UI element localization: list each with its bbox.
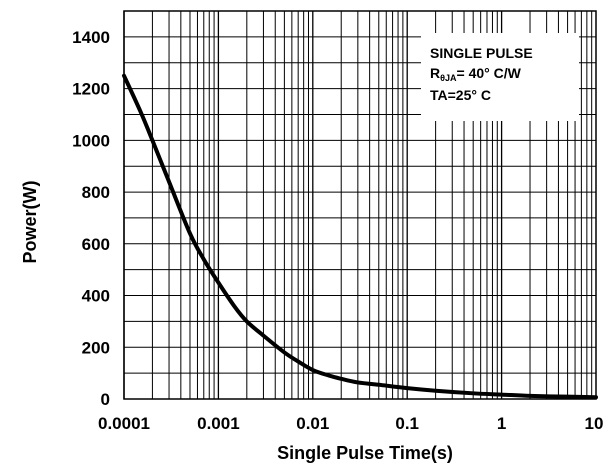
y-tick-label: 400 <box>82 287 110 306</box>
annotation-box-layer: SINGLE PULSE RθJA= 40° C/W TA=25° C <box>421 33 579 121</box>
y-tick-label: 0 <box>101 390 110 409</box>
plot-border <box>123 10 597 400</box>
series-layer <box>122 73 598 400</box>
annotation-line2: RθJA= 40° C/W <box>430 65 522 83</box>
y-axis-title: Power(W) <box>20 180 40 263</box>
x-tick-label: 1 <box>497 414 506 433</box>
y-tick-label: 1200 <box>72 80 110 99</box>
annotation-line2-subscript: θJA <box>440 73 457 83</box>
y-tick-label: 600 <box>82 235 110 254</box>
x-tick-label: 0.1 <box>395 414 419 433</box>
annotation-line3: TA=25° C <box>430 87 491 103</box>
plot-frame <box>123 10 597 400</box>
annotation-line2-rest: = 40° C/W <box>457 65 522 81</box>
x-axis-title: Single Pulse Time(s) <box>277 443 453 463</box>
x-tick-label: 0.01 <box>296 414 329 433</box>
y-tick-label: 1000 <box>72 131 110 150</box>
annotation-line2-main: R <box>430 65 440 81</box>
y-tick-label: 200 <box>82 338 110 357</box>
y-tick-label: 1400 <box>72 28 110 47</box>
y-tick-labels: 0 200 400 600 800 1000 1200 1400 <box>72 28 110 409</box>
x-tick-labels: 0.0001 0.001 0.01 0.1 1 10 <box>98 414 603 433</box>
x-tick-label: 0.001 <box>197 414 240 433</box>
series-line-0 <box>122 73 598 400</box>
annotation-box <box>421 33 579 121</box>
annotation-line1: SINGLE PULSE <box>430 45 533 61</box>
y-tick-label: 800 <box>82 183 110 202</box>
x-tick-label: 0.0001 <box>98 414 150 433</box>
x-tick-label: 10 <box>585 414 604 433</box>
